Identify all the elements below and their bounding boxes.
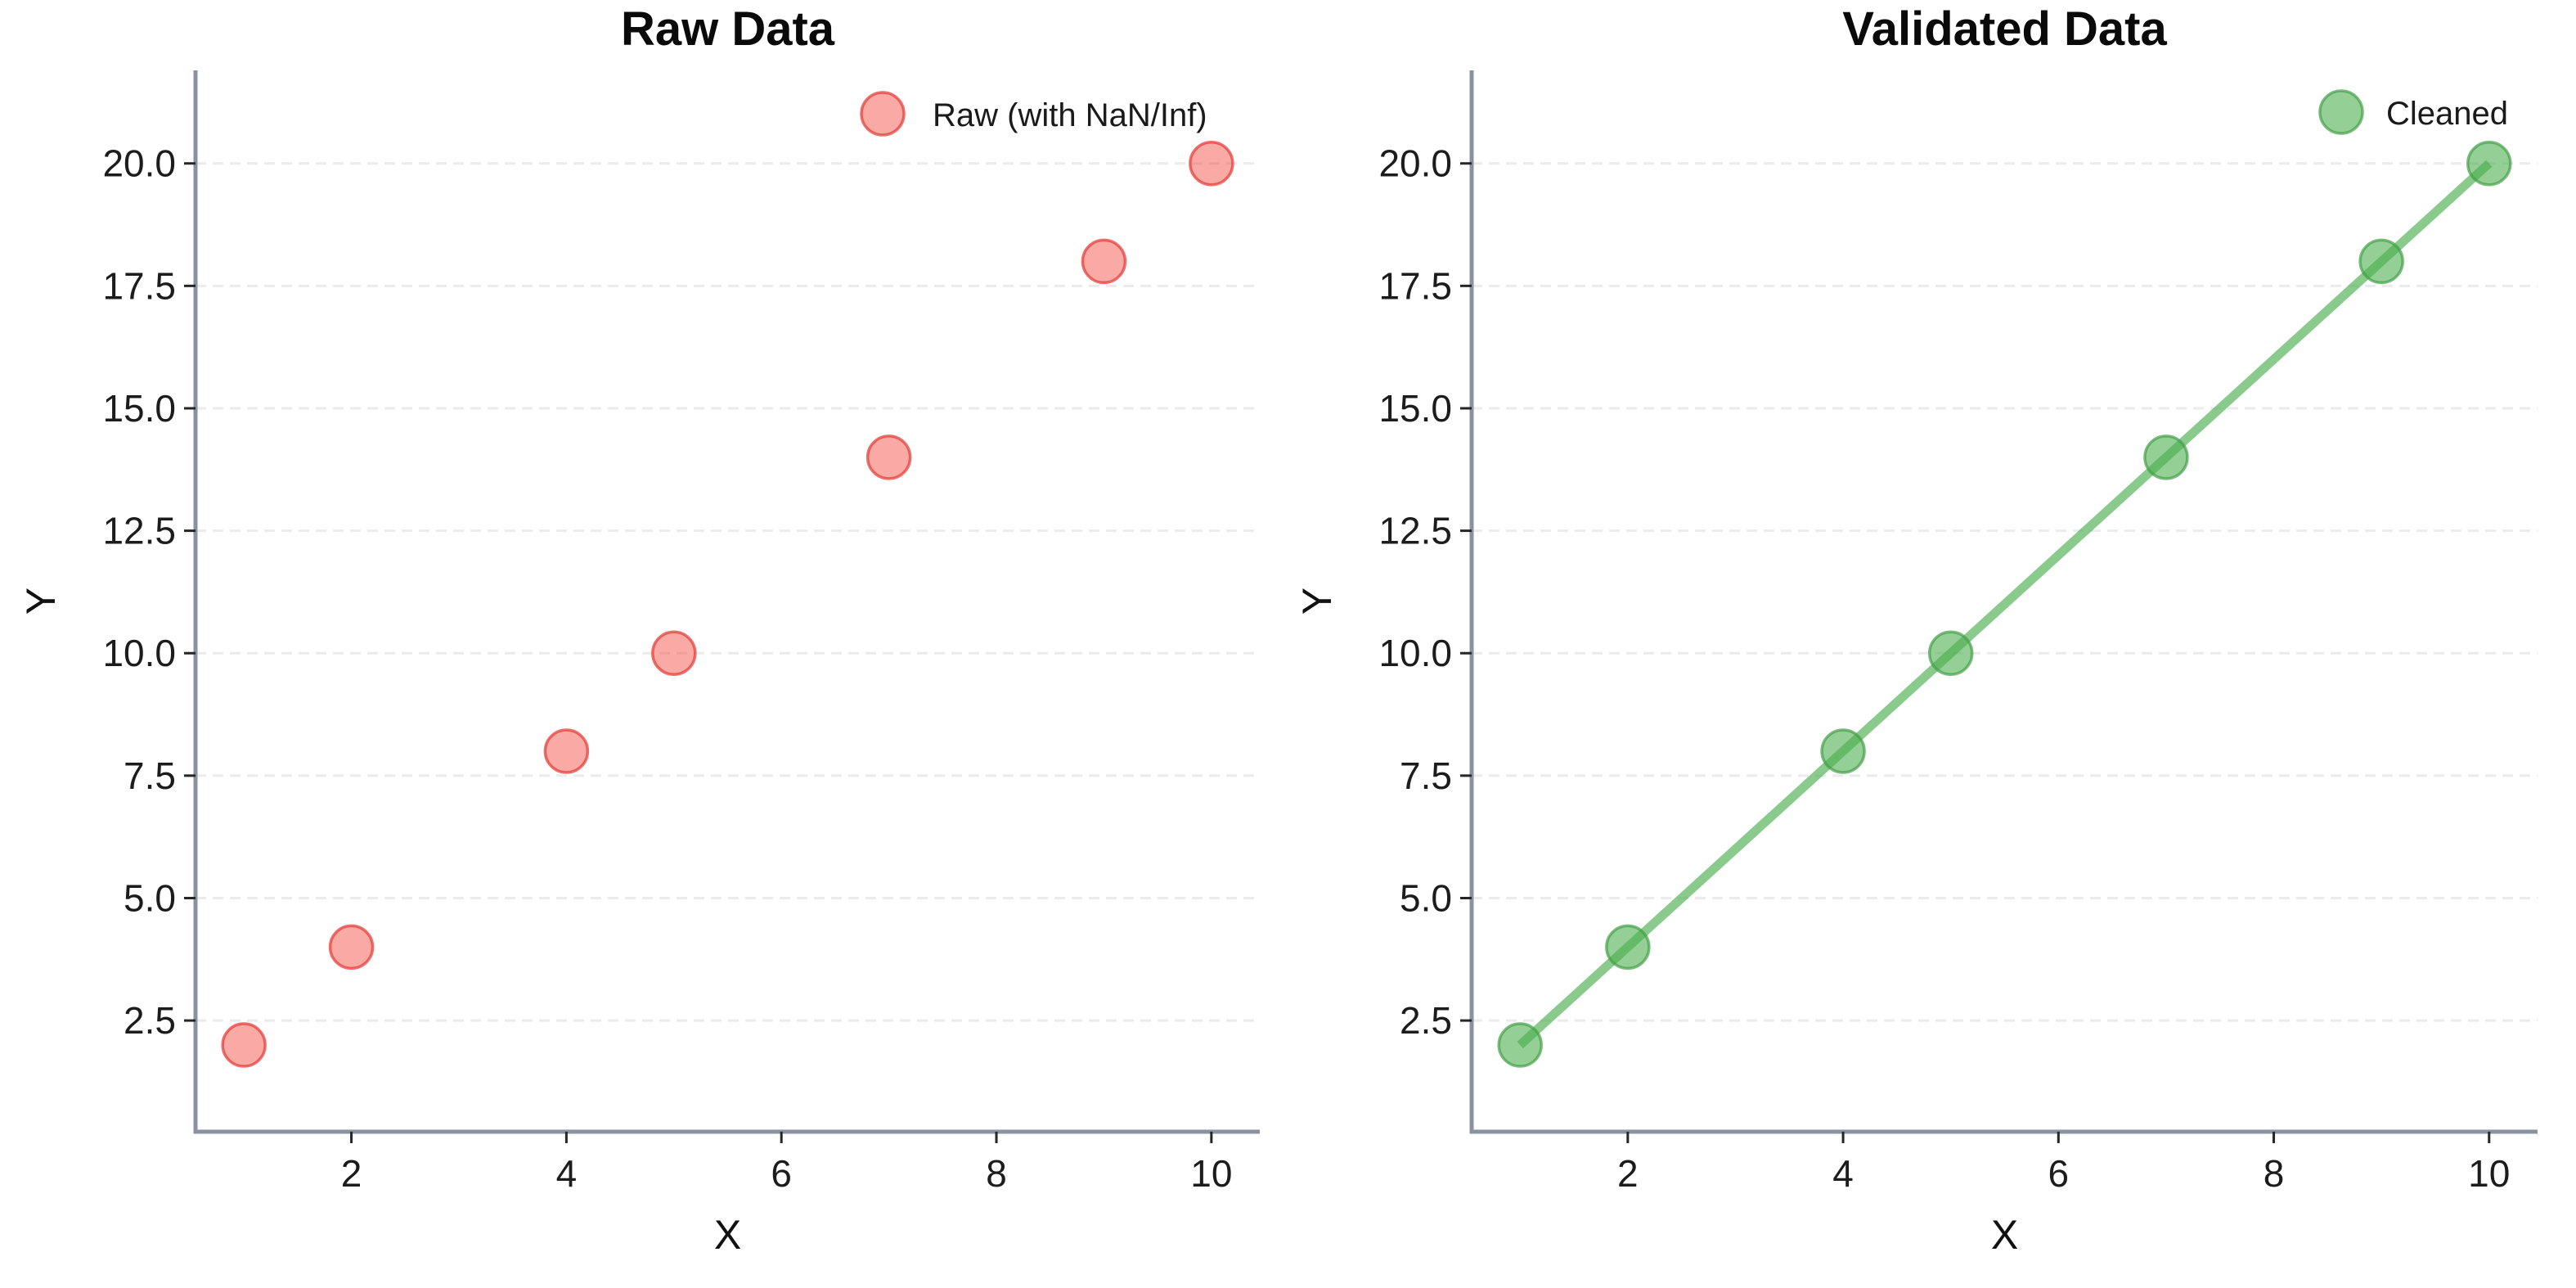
legend-label: Cleaned [2386,96,2508,132]
y-tick-label: 12.5 [102,510,176,552]
y-tick-label: 10.0 [1378,632,1452,674]
data-point [865,435,912,480]
y-tick-label: 5.0 [1400,877,1452,920]
y-tick-label: 15.0 [102,387,176,430]
chart-title: Raw Data [621,2,835,56]
x-tick-label: 6 [2048,1152,2070,1195]
y-tick-label: 10.0 [102,632,176,674]
x-axis-label: X [714,1212,741,1258]
x-tick-label: 10 [2468,1152,2510,1195]
data-point [1820,728,1866,774]
y-tick-label: 17.5 [102,264,176,307]
cleaned-line [1517,160,2493,1049]
y-tick-label: 15.0 [1378,387,1452,430]
data-point [1081,238,1127,285]
x-tick-label: 8 [2264,1152,2285,1195]
y-tick-label: 12.5 [1378,510,1452,552]
legend: Cleaned [2318,89,2508,135]
y-tick-label: 7.5 [124,754,176,797]
y-tick-label: 5.0 [124,877,176,920]
chart-raw-data: 2 4 6 8 10 2.5 5.0 7.5 10.0 12.5 15.0 17.5 20.0 Raw D… [18,2,1260,1258]
x-tick-label: 4 [556,1152,578,1195]
x-tick-label: 10 [1190,1152,1232,1195]
data-point [1927,630,1974,676]
legend-marker [2318,89,2364,135]
x-axis-label: X [1991,1212,2018,1258]
data-point [328,924,375,971]
legend: Raw (with NaN/Inf) [860,91,1207,137]
y-axis-label: Y [18,588,64,615]
x-tick-label: 2 [1617,1152,1639,1195]
y-tick-label: 2.5 [124,999,176,1042]
data-point [651,630,697,676]
y-tick-label: 2.5 [1400,999,1452,1042]
y-tick-label: 17.5 [1378,264,1452,307]
data-point [2466,140,2512,187]
y-tick-label: 7.5 [1400,754,1452,797]
data-point [1189,140,1234,187]
x-tick-label: 6 [771,1152,792,1195]
x-tick-label: 2 [341,1152,362,1195]
x-tick-label: 4 [1832,1152,1854,1195]
y-tick-label: 20.0 [102,142,176,185]
data-point [1497,1022,1543,1068]
data-point [543,728,590,774]
data-point [1605,924,1651,971]
y-tick-label: 20.0 [1378,142,1452,185]
data-point [221,1022,267,1068]
x-tick-label: 8 [986,1152,1007,1195]
legend-label: Raw (with NaN/Inf) [933,97,1207,133]
data-point [2358,238,2404,285]
chart-validated-data: 2 4 6 8 10 2.5 5.0 7.5 10.0 12.5 15.0 17.5 20.0 Valid… [1294,2,2538,1258]
chart-title: Validated Data [1842,2,2167,56]
data-point [2143,435,2189,480]
legend-marker [860,91,906,137]
y-axis-label: Y [1294,588,1340,615]
